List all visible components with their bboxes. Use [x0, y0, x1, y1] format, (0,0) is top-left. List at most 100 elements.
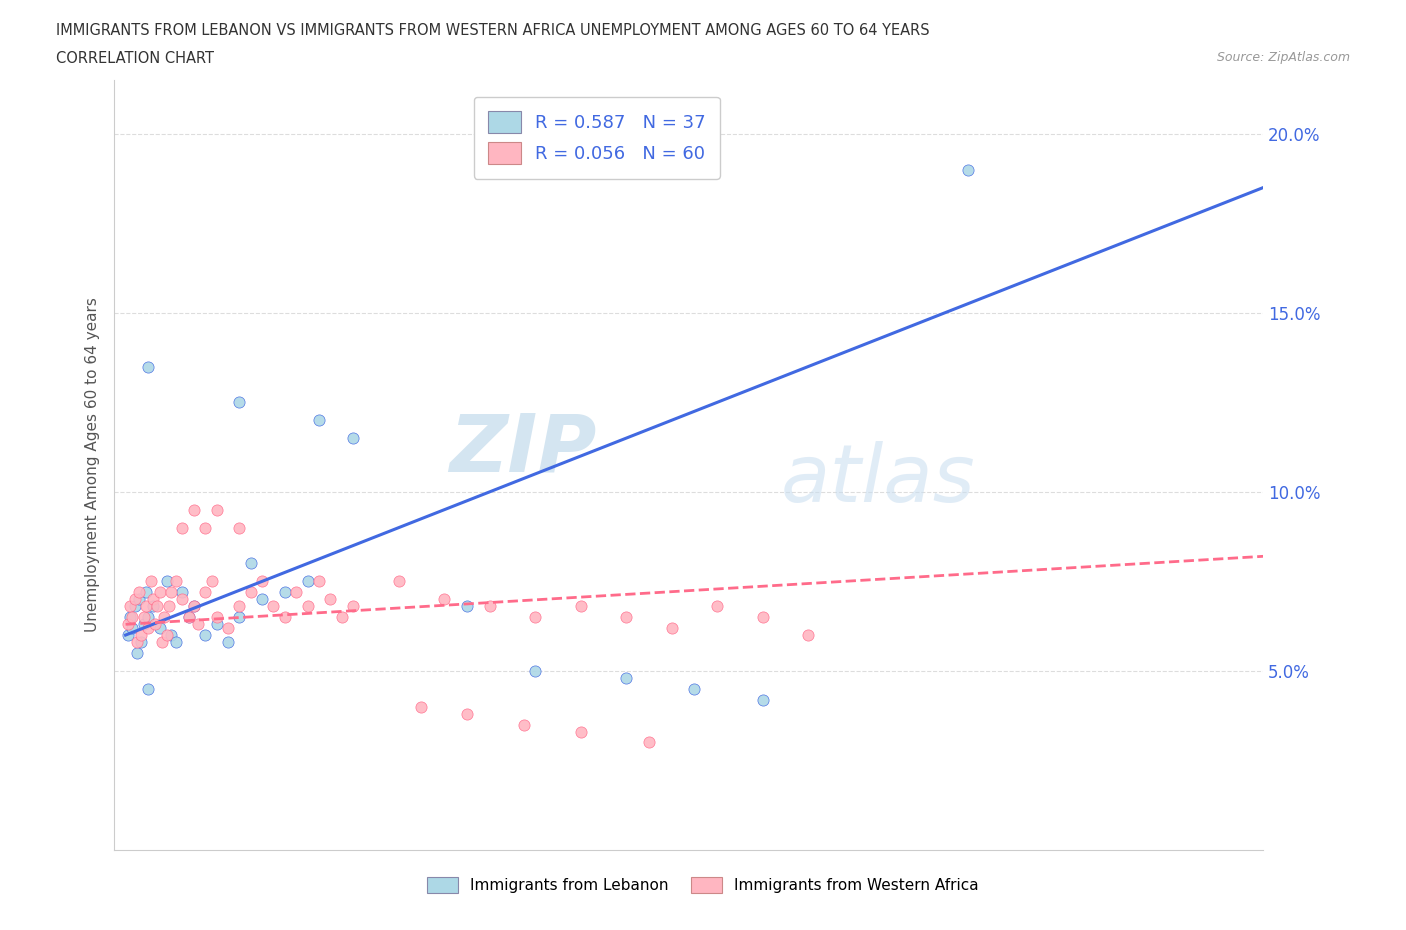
Point	[136, 359, 159, 374]
Point	[297, 599, 319, 614]
Point	[433, 591, 456, 606]
Legend: R = 0.587   N = 37, R = 0.056   N = 60: R = 0.587 N = 37, R = 0.056 N = 60	[474, 97, 720, 179]
Point	[160, 585, 183, 600]
Point	[638, 735, 661, 750]
Point	[117, 628, 139, 643]
Point	[456, 707, 478, 722]
Point	[139, 574, 162, 589]
Point	[120, 610, 142, 625]
Point	[319, 591, 342, 606]
Point	[239, 585, 262, 600]
Point	[128, 585, 150, 600]
Point	[155, 628, 177, 643]
Point	[751, 692, 773, 707]
Point	[201, 574, 224, 589]
Text: Source: ZipAtlas.com: Source: ZipAtlas.com	[1216, 51, 1350, 64]
Point	[157, 599, 180, 614]
Point	[155, 574, 177, 589]
Text: IMMIGRANTS FROM LEBANON VS IMMIGRANTS FROM WESTERN AFRICA UNEMPLOYMENT AMONG AGE: IMMIGRANTS FROM LEBANON VS IMMIGRANTS FR…	[56, 23, 929, 38]
Point	[132, 610, 155, 625]
Point	[228, 599, 250, 614]
Point	[125, 645, 148, 660]
Point	[149, 620, 172, 635]
Y-axis label: Unemployment Among Ages 60 to 64 years: Unemployment Among Ages 60 to 64 years	[86, 298, 100, 632]
Point	[165, 635, 187, 650]
Point	[513, 717, 536, 732]
Point	[125, 635, 148, 650]
Point	[146, 599, 169, 614]
Point	[150, 635, 173, 650]
Point	[751, 610, 773, 625]
Point	[121, 620, 143, 635]
Point	[194, 520, 217, 535]
Point	[274, 585, 297, 600]
Point	[274, 610, 297, 625]
Point	[179, 610, 201, 625]
Point	[165, 574, 187, 589]
Point	[217, 635, 239, 650]
Point	[136, 610, 159, 625]
Point	[172, 585, 194, 600]
Point	[683, 682, 706, 697]
Point	[205, 610, 228, 625]
Point	[135, 585, 157, 600]
Point	[183, 502, 205, 517]
Point	[706, 599, 728, 614]
Legend: Immigrants from Lebanon, Immigrants from Western Africa: Immigrants from Lebanon, Immigrants from…	[420, 870, 986, 899]
Point	[183, 599, 205, 614]
Point	[135, 599, 157, 614]
Point	[183, 599, 205, 614]
Point	[228, 610, 250, 625]
Point	[124, 599, 146, 614]
Point	[478, 599, 501, 614]
Point	[153, 610, 176, 625]
Point	[614, 671, 637, 685]
Point	[194, 585, 217, 600]
Point	[308, 574, 330, 589]
Point	[132, 617, 155, 631]
Point	[172, 591, 194, 606]
Point	[136, 620, 159, 635]
Point	[456, 599, 478, 614]
Point	[228, 520, 250, 535]
Point	[250, 591, 273, 606]
Point	[117, 617, 139, 631]
Point	[524, 610, 547, 625]
Point	[569, 599, 592, 614]
Point	[661, 620, 683, 635]
Point	[308, 413, 330, 428]
Point	[124, 591, 146, 606]
Point	[205, 502, 228, 517]
Point	[160, 628, 183, 643]
Point	[330, 610, 353, 625]
Point	[239, 556, 262, 571]
Text: CORRELATION CHART: CORRELATION CHART	[56, 51, 214, 66]
Point	[297, 574, 319, 589]
Point	[121, 610, 143, 625]
Point	[205, 617, 228, 631]
Point	[131, 628, 153, 643]
Point	[136, 682, 159, 697]
Point	[172, 520, 194, 535]
Point	[956, 162, 979, 177]
Point	[285, 585, 308, 600]
Point	[228, 395, 250, 410]
Point	[194, 628, 217, 643]
Point	[250, 574, 273, 589]
Point	[149, 585, 172, 600]
Point	[120, 599, 142, 614]
Point	[524, 663, 547, 678]
Point	[142, 591, 165, 606]
Point	[388, 574, 411, 589]
Point	[614, 610, 637, 625]
Point	[142, 599, 165, 614]
Point	[179, 610, 201, 625]
Text: atlas: atlas	[780, 442, 976, 519]
Point	[263, 599, 285, 614]
Point	[342, 431, 364, 445]
Point	[143, 617, 166, 631]
Point	[342, 599, 364, 614]
Point	[569, 724, 592, 739]
Point	[131, 635, 153, 650]
Point	[411, 699, 433, 714]
